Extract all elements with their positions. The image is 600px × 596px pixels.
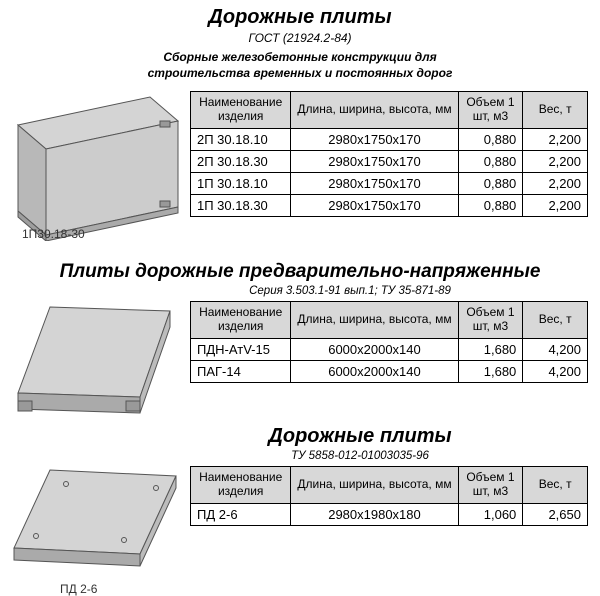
cell-wt: 2,650 (523, 503, 588, 525)
table-row: 1П 30.18.302980х1750х1700,8802,200 (191, 194, 588, 216)
col-dim: Длина, ширина, высота, мм (291, 302, 458, 339)
table-header-row: Наименование изделия Длина, ширина, высо… (191, 302, 588, 339)
table-row: 1П 30.18.102980х1750х1700,8802,200 (191, 172, 588, 194)
col-name: Наименование изделия (191, 92, 291, 129)
cell-dim: 6000х2000х140 (291, 360, 458, 382)
cell-name: ПДН-АтV-15 (191, 338, 291, 360)
slab-illustration-1: 1П30.18-30 (10, 91, 180, 211)
section3-tbody: ПД 2-62980х1980х1801,0602,650 (191, 503, 588, 525)
cell-vol: 1,680 (458, 338, 523, 360)
col-dim: Длина, ширина, высота, мм (291, 92, 458, 129)
section1-subtitle: Сборные железобетонные конструкции для с… (10, 49, 590, 81)
table-header-row: Наименование изделия Длина, ширина, высо… (191, 92, 588, 129)
section1-sub-line2: строительства временных и постоянных дор… (148, 66, 453, 80)
section1-title: Дорожные плиты (10, 6, 590, 29)
cell-name: ПД 2-6 (191, 503, 291, 525)
section2-title: Плиты дорожные предварительно-напряженны… (10, 261, 590, 283)
cell-name: 2П 30.18.10 (191, 128, 291, 150)
cell-dim: 2980х1750х170 (291, 128, 458, 150)
section1-body: 1П30.18-30 Наименование изделия Длина, ш… (10, 87, 590, 259)
cell-name: 2П 30.18.30 (191, 150, 291, 172)
cell-dim: 6000х2000х140 (291, 338, 458, 360)
cell-wt: 2,200 (523, 150, 588, 172)
cell-vol: 0,880 (458, 150, 523, 172)
section2-tbody: ПДН-АтV-156000х2000х1401,6804,200ПАГ-146… (191, 338, 588, 382)
section3-image: ПД 2-6 (10, 466, 180, 586)
section1-image: 1П30.18-30 (10, 91, 180, 211)
section1-sub-line1: Сборные железобетонные конструкции для (163, 50, 436, 64)
slab-illustration-2 (10, 301, 180, 421)
col-weight: Вес, т (523, 302, 588, 339)
section1-gost: ГОСТ (21924.2-84) (10, 31, 590, 45)
section2: Плиты дорожные предварительно-напряженны… (10, 261, 590, 421)
section2-body: Наименование изделия Длина, ширина, высо… (10, 301, 590, 421)
table-row: ПД 2-62980х1980х1801,0602,650 (191, 503, 588, 525)
section1-tbody: 2П 30.18.102980х1750х1700,8802,2002П 30.… (191, 128, 588, 216)
cell-wt: 4,200 (523, 360, 588, 382)
col-dim: Длина, ширина, высота, мм (291, 467, 458, 504)
section1-table: Наименование изделия Длина, ширина, высо… (190, 91, 588, 217)
cell-wt: 2,200 (523, 172, 588, 194)
section3: Дорожные плиты ТУ 5858-012-01003035-96 (10, 425, 590, 586)
table-row: ПДН-АтV-156000х2000х1401,6804,200 (191, 338, 588, 360)
section3-title: Дорожные плиты (10, 425, 590, 448)
section1-image-label: 1П30.18-30 (22, 227, 85, 241)
cell-vol: 0,880 (458, 172, 523, 194)
table-row: ПАГ-146000х2000х1401,6804,200 (191, 360, 588, 382)
col-volume: Объем 1 шт, м3 (458, 302, 523, 339)
cell-dim: 2980х1750х170 (291, 194, 458, 216)
slab-illustration-3: ПД 2-6 (10, 466, 180, 586)
section2-image (10, 301, 180, 421)
cell-vol: 0,880 (458, 194, 523, 216)
cell-wt: 2,200 (523, 128, 588, 150)
cell-vol: 0,880 (458, 128, 523, 150)
section3-body: ПД 2-6 Наименование изделия Длина, ширин… (10, 466, 590, 586)
table-row: 2П 30.18.102980х1750х1700,8802,200 (191, 128, 588, 150)
cell-vol: 1,680 (458, 360, 523, 382)
section3-series: ТУ 5858-012-01003035-96 (10, 450, 590, 462)
cell-dim: 2980х1980х180 (291, 503, 458, 525)
col-weight: Вес, т (523, 467, 588, 504)
cell-name: ПАГ-14 (191, 360, 291, 382)
cell-wt: 2,200 (523, 194, 588, 216)
col-volume: Объем 1 шт, м3 (458, 467, 523, 504)
section3-image-label: ПД 2-6 (60, 582, 97, 596)
section2-series: Серия 3.503.1-91 вып.1; ТУ 35-871-89 (10, 285, 590, 297)
col-name: Наименование изделия (191, 467, 291, 504)
cell-name: 1П 30.18.30 (191, 194, 291, 216)
col-weight: Вес, т (523, 92, 588, 129)
cell-wt: 4,200 (523, 338, 588, 360)
cell-name: 1П 30.18.10 (191, 172, 291, 194)
cell-dim: 2980х1750х170 (291, 172, 458, 194)
table-row: 2П 30.18.302980х1750х1700,8802,200 (191, 150, 588, 172)
cell-vol: 1,060 (458, 503, 523, 525)
col-name: Наименование изделия (191, 302, 291, 339)
page: Дорожные плиты ГОСТ (21924.2-84) Сборные… (0, 0, 600, 586)
col-volume: Объем 1 шт, м3 (458, 92, 523, 129)
section3-table: Наименование изделия Длина, ширина, высо… (190, 466, 588, 526)
section2-table: Наименование изделия Длина, ширина, высо… (190, 301, 588, 383)
table-header-row: Наименование изделия Длина, ширина, высо… (191, 467, 588, 504)
cell-dim: 2980х1750х170 (291, 150, 458, 172)
